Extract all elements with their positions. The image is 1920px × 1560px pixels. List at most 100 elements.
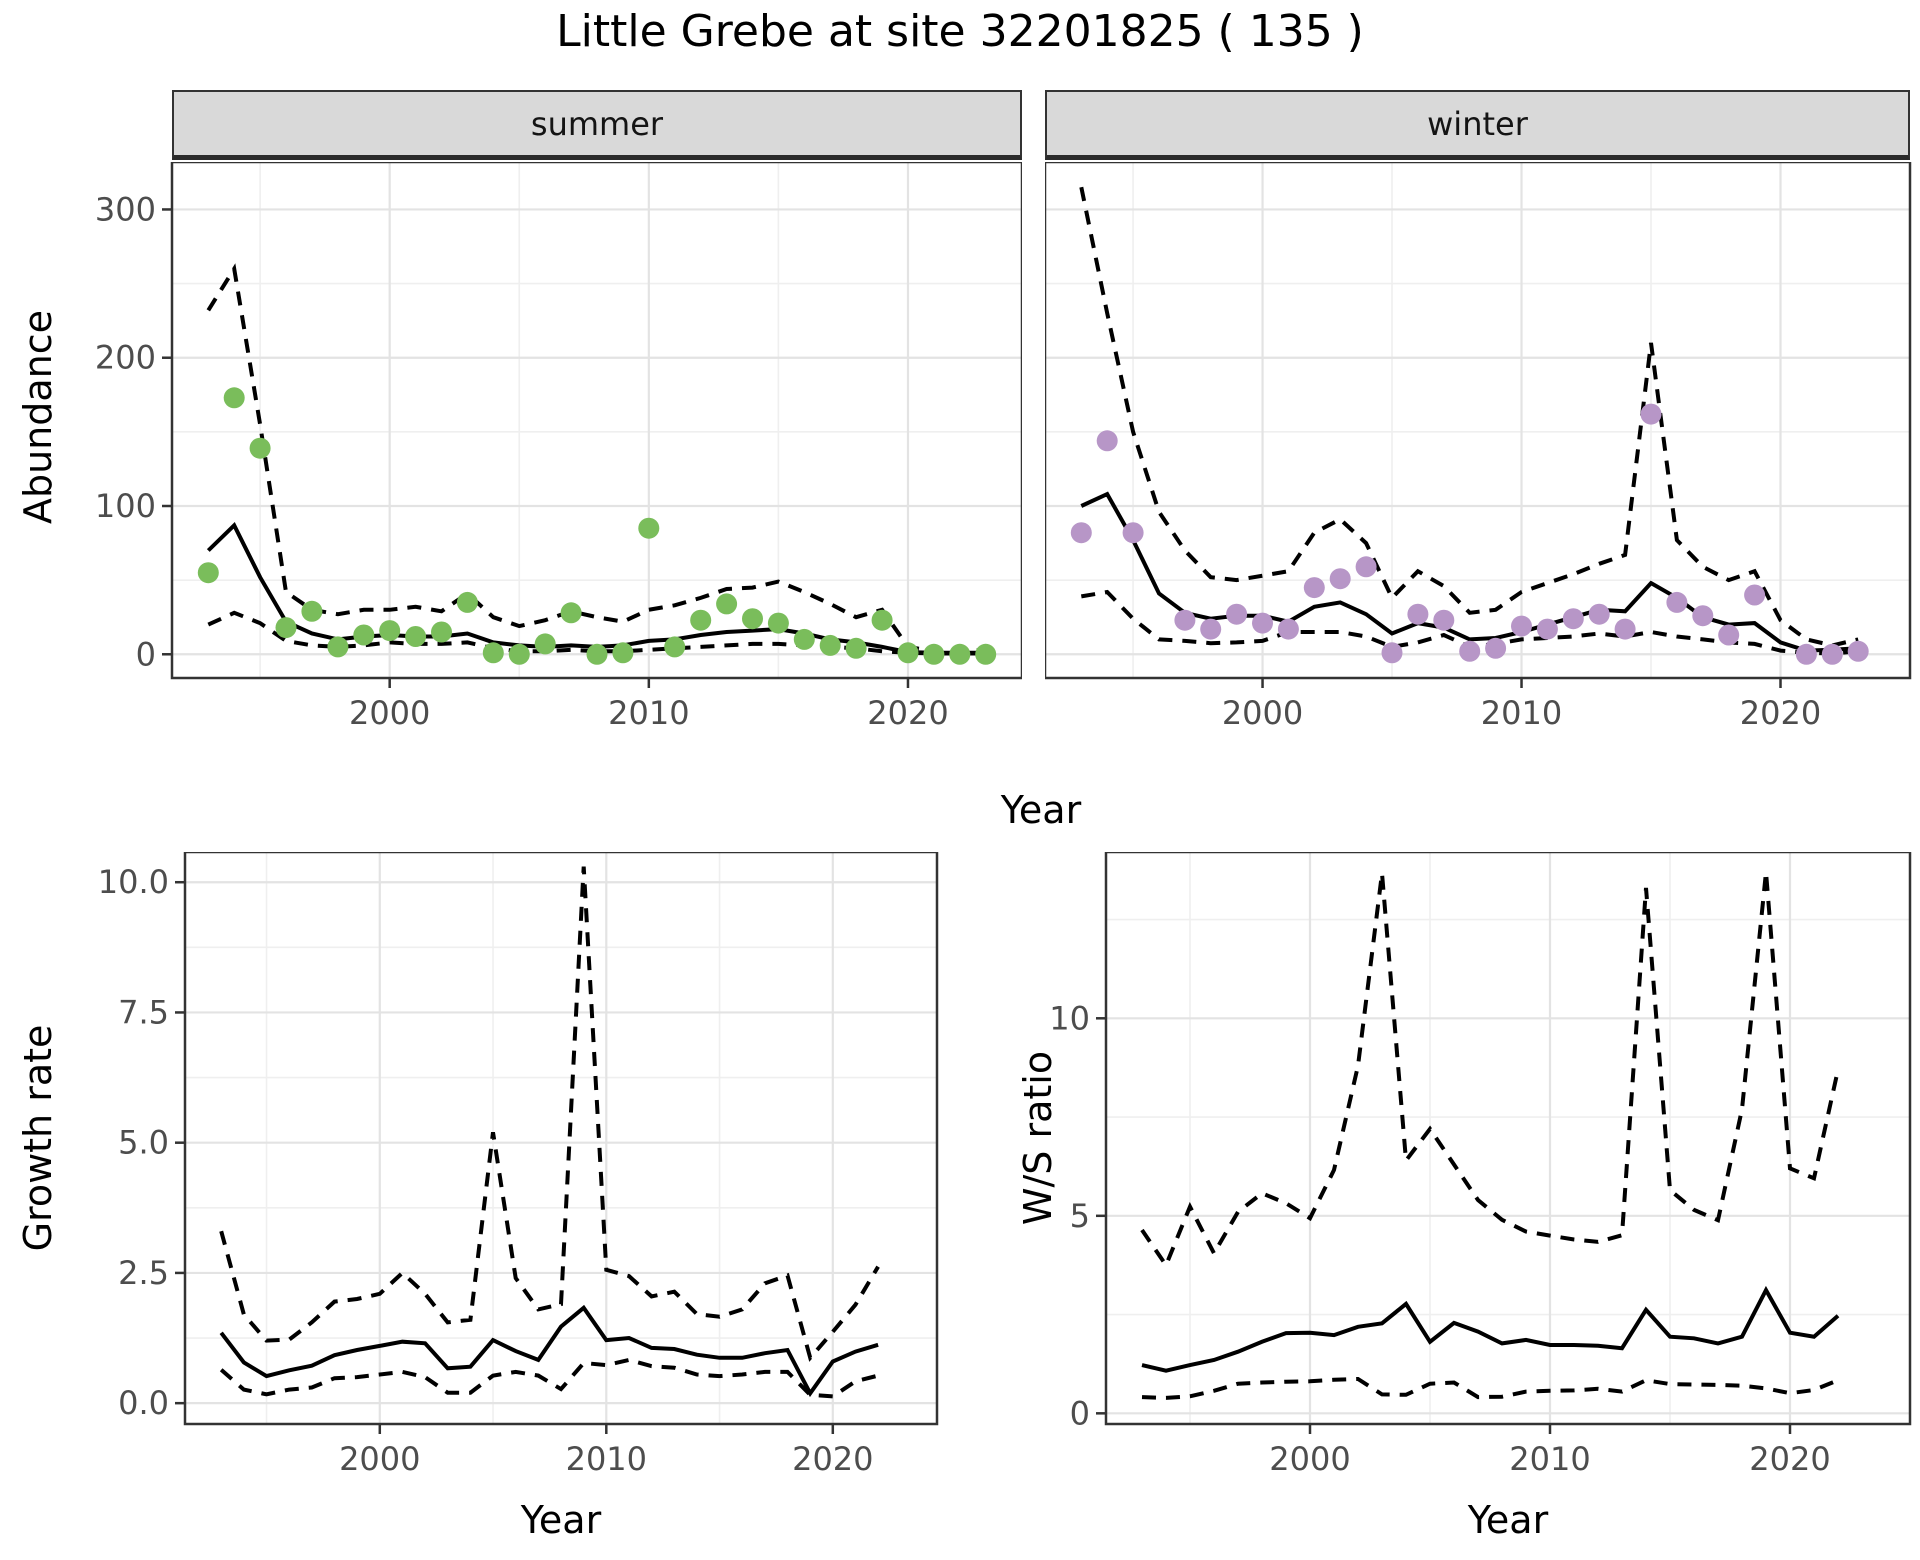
upper95-ci-line <box>1079 186 1859 648</box>
y-tick-label: 10.0 <box>98 863 169 901</box>
x-tick-label: 2000 <box>1269 1440 1350 1478</box>
observed-point <box>301 600 323 622</box>
abundance-summer-chart: 2000 2010 2020 0 100 200 300 <box>60 162 1022 748</box>
x-tick-label: 2010 <box>1509 1440 1590 1478</box>
observed-point <box>742 608 763 630</box>
observed-point <box>793 628 815 650</box>
winter-svg: 2000 2010 2020 <box>1045 162 1912 732</box>
panel-border <box>170 162 1022 680</box>
observed-point <box>586 643 608 665</box>
observed-point <box>1200 618 1222 640</box>
facet-strip-winter: winter <box>1045 90 1910 160</box>
observed-point <box>1847 640 1869 662</box>
observed-point <box>1485 637 1507 659</box>
observed-point <box>1381 642 1403 664</box>
x-axis-title-year-ws: Year <box>1467 1498 1549 1542</box>
observed-point <box>379 620 401 642</box>
x-axis-title-year-growth: Year <box>520 1498 602 1542</box>
observed-point <box>767 612 789 634</box>
lower95-ci-line <box>219 1357 879 1399</box>
y-tick-label: 5.0 <box>118 1124 169 1162</box>
facet-strip-winter-label: winter <box>1427 104 1528 143</box>
observed-point <box>1226 603 1248 625</box>
observed-point <box>1174 609 1196 631</box>
lower95-ci-line <box>1141 1376 1839 1400</box>
observed-point <box>1407 603 1429 625</box>
y-tick-label: 0 <box>136 635 156 673</box>
y-axis-title-growth-rate: Growth rate <box>16 1024 60 1252</box>
observed-point <box>612 642 634 664</box>
panel-background <box>172 162 1022 678</box>
observed-point <box>327 636 349 658</box>
upper95-ci-line <box>206 263 986 654</box>
x-tick-label: 2000 <box>349 694 430 732</box>
y-tick-label: 7.5 <box>118 993 169 1031</box>
observed-point <box>1562 608 1584 630</box>
observed-point <box>819 634 841 656</box>
observed-point <box>534 633 556 655</box>
observed-point <box>690 609 712 631</box>
observed-point <box>871 609 893 631</box>
observed-point <box>1355 556 1377 578</box>
observed-point <box>560 602 582 624</box>
observed-point <box>1070 522 1092 544</box>
upper95-ci-line <box>219 866 880 1362</box>
observed-point <box>1666 591 1688 613</box>
observed-point <box>223 387 245 409</box>
x-tick-label: 2000 <box>339 1440 420 1478</box>
observed-point <box>1795 643 1817 665</box>
observed-point <box>949 643 971 665</box>
observed-point <box>197 562 219 584</box>
growth-svg: 2000 2010 2020 0.0 2.5 5.0 7.5 10.0 <box>98 852 939 1478</box>
x-tick-label: 2020 <box>1740 694 1821 732</box>
observed-point <box>638 517 660 539</box>
observed-point <box>1303 577 1325 599</box>
observed-point <box>897 642 919 664</box>
panel-border <box>183 852 939 1426</box>
observed-point <box>1433 609 1455 631</box>
observed-point <box>1614 618 1636 640</box>
observed-point <box>431 621 452 643</box>
y-tick-label: 200 <box>95 339 156 377</box>
observed-point <box>1821 643 1843 665</box>
x-tick-label: 2020 <box>792 1440 873 1478</box>
mean-line <box>1141 1285 1840 1373</box>
y-tick-label: 300 <box>95 190 156 228</box>
abundance-winter-chart: 2000 2010 2020 <box>1045 162 1920 748</box>
facet-strip-summer-label: summer <box>530 104 664 143</box>
observed-point <box>1459 640 1481 662</box>
panel-border <box>1045 162 1912 680</box>
mean-line <box>219 1304 879 1398</box>
x-tick-label: 2010 <box>608 694 689 732</box>
observed-point <box>1277 618 1299 640</box>
y-axis-title-abundance: Abundance <box>16 309 60 525</box>
observed-point <box>508 643 530 665</box>
y-tick-label: 5 <box>1070 1197 1090 1235</box>
observed-point <box>1252 612 1273 634</box>
panel-border <box>1104 852 1912 1426</box>
observed-point <box>456 591 478 613</box>
x-tick-label: 2000 <box>1222 694 1303 732</box>
observed-point <box>664 636 686 658</box>
observed-point <box>923 643 945 665</box>
observed-point <box>975 643 997 665</box>
observed-point <box>1588 603 1610 625</box>
x-axis-title-year-top: Year <box>1000 788 1082 832</box>
x-tick-label: 2010 <box>566 1440 647 1478</box>
observed-point <box>1718 624 1740 646</box>
page-title: Little Grebe at site 32201825 ( 135 ) <box>556 6 1364 57</box>
observed-point <box>275 617 297 639</box>
observed-point <box>482 642 504 664</box>
observed-point <box>1744 584 1766 606</box>
x-tick-label: 2010 <box>1481 694 1562 732</box>
observed-point <box>1536 618 1558 640</box>
ws-ratio-chart: 2000 2010 2020 0 5 10 <box>985 852 1920 1488</box>
observed-point <box>405 626 427 647</box>
y-tick-label: 2.5 <box>118 1254 169 1292</box>
summer-svg: 2000 2010 2020 0 100 200 300 <box>95 162 1022 732</box>
observed-point <box>249 437 271 459</box>
observed-point <box>716 593 738 615</box>
y-tick-label: 0 <box>1070 1394 1090 1432</box>
observed-point <box>1511 615 1532 637</box>
